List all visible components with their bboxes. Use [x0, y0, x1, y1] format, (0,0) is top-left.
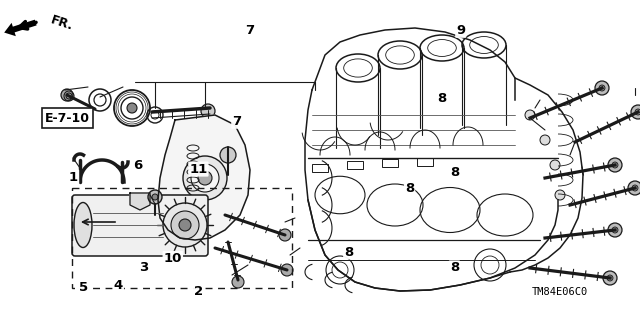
Text: 5: 5 — [79, 281, 88, 293]
Circle shape — [595, 81, 609, 95]
Circle shape — [540, 135, 550, 145]
Circle shape — [127, 103, 137, 113]
Circle shape — [599, 85, 605, 91]
Circle shape — [607, 275, 613, 281]
Text: E-7-10: E-7-10 — [45, 112, 90, 124]
Text: 4: 4 — [114, 279, 123, 292]
Circle shape — [171, 211, 199, 239]
Text: 9: 9 — [456, 24, 465, 37]
Polygon shape — [130, 193, 150, 210]
Bar — [72, 188, 292, 288]
Text: 2: 2 — [194, 286, 203, 298]
Circle shape — [555, 190, 565, 200]
Circle shape — [183, 156, 227, 200]
Text: 8: 8 — [450, 166, 459, 179]
Polygon shape — [158, 115, 250, 240]
Text: 11: 11 — [189, 163, 207, 175]
Circle shape — [608, 223, 622, 237]
Circle shape — [603, 271, 617, 285]
Circle shape — [525, 110, 535, 120]
Text: 8: 8 — [405, 182, 414, 195]
Circle shape — [198, 171, 212, 185]
Text: TM84E06C0: TM84E06C0 — [532, 287, 588, 297]
Circle shape — [612, 227, 618, 233]
Circle shape — [191, 164, 219, 192]
Circle shape — [220, 147, 236, 163]
Circle shape — [232, 276, 244, 288]
Text: 8: 8 — [437, 93, 446, 105]
Text: 10: 10 — [164, 252, 182, 265]
Text: 7: 7 — [232, 115, 241, 128]
Circle shape — [635, 109, 640, 115]
Circle shape — [148, 190, 162, 204]
Circle shape — [281, 264, 293, 276]
Bar — [382, 159, 398, 167]
Circle shape — [61, 89, 73, 101]
Circle shape — [608, 158, 622, 172]
Text: 1: 1 — [69, 171, 78, 183]
Text: 8: 8 — [450, 262, 459, 274]
Circle shape — [163, 203, 207, 247]
Ellipse shape — [74, 203, 92, 248]
Circle shape — [201, 104, 215, 118]
Text: 3: 3 — [140, 262, 148, 274]
Text: 7: 7 — [245, 24, 254, 37]
Circle shape — [279, 229, 291, 241]
Bar — [312, 164, 328, 172]
FancyBboxPatch shape — [72, 195, 208, 256]
Circle shape — [179, 219, 191, 231]
Circle shape — [632, 185, 638, 191]
Text: 6: 6 — [133, 160, 142, 172]
Circle shape — [628, 181, 640, 195]
Bar — [347, 161, 363, 169]
Circle shape — [550, 160, 560, 170]
Bar — [417, 158, 433, 166]
Text: 8: 8 — [344, 246, 353, 258]
Circle shape — [612, 162, 618, 168]
FancyArrow shape — [4, 20, 36, 36]
Circle shape — [152, 194, 158, 200]
Circle shape — [631, 105, 640, 119]
Text: FR.: FR. — [49, 14, 75, 33]
